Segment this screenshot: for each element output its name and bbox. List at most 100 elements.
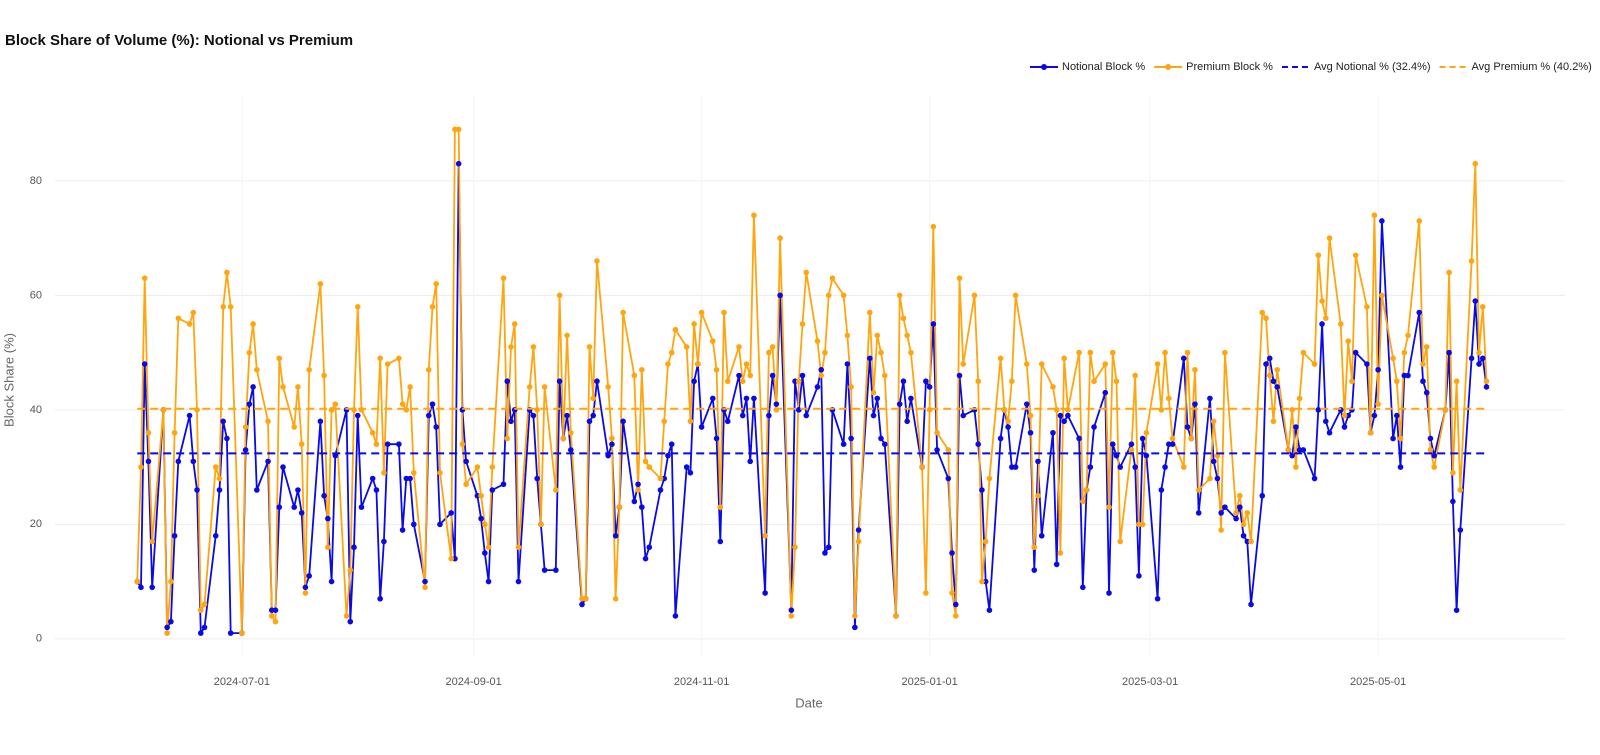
data-point bbox=[799, 372, 806, 379]
data-point bbox=[1274, 384, 1281, 390]
data-point bbox=[777, 235, 783, 241]
data-point bbox=[736, 344, 742, 350]
data-point bbox=[515, 544, 522, 551]
data-point bbox=[896, 401, 903, 407]
data-point bbox=[769, 372, 776, 379]
data-point bbox=[381, 538, 387, 545]
data-point bbox=[1427, 447, 1434, 453]
data-point bbox=[1237, 504, 1243, 510]
data-point bbox=[482, 521, 488, 528]
data-point bbox=[1479, 355, 1486, 362]
data-point bbox=[306, 366, 312, 373]
data-point bbox=[874, 395, 881, 402]
data-point bbox=[1390, 435, 1396, 442]
data-point bbox=[396, 441, 402, 447]
data-point bbox=[986, 475, 993, 482]
data-point bbox=[657, 475, 664, 482]
data-point bbox=[1397, 464, 1404, 470]
data-point bbox=[534, 475, 540, 482]
data-point bbox=[1345, 338, 1352, 344]
data-point bbox=[437, 521, 443, 528]
data-point bbox=[751, 212, 757, 219]
data-point bbox=[979, 487, 985, 493]
data-point bbox=[448, 510, 454, 516]
data-point bbox=[1240, 532, 1247, 539]
data-point bbox=[881, 372, 888, 379]
data-point bbox=[1311, 361, 1318, 367]
data-point bbox=[840, 292, 847, 299]
data-point bbox=[1184, 424, 1191, 430]
data-point bbox=[691, 321, 697, 327]
data-point bbox=[556, 292, 563, 299]
data-point bbox=[934, 447, 940, 453]
data-point bbox=[1300, 349, 1307, 356]
data-point bbox=[881, 441, 888, 447]
data-point bbox=[534, 407, 540, 413]
data-point bbox=[197, 607, 204, 614]
data-point bbox=[852, 624, 858, 631]
data-point bbox=[1274, 366, 1281, 373]
data-point bbox=[867, 309, 873, 316]
data-point bbox=[777, 292, 783, 299]
data-point bbox=[1233, 510, 1239, 516]
data-point bbox=[657, 487, 664, 493]
data-point bbox=[792, 544, 798, 551]
data-point bbox=[586, 418, 593, 425]
data-point bbox=[971, 292, 978, 299]
series-line bbox=[136, 128, 1488, 634]
data-point bbox=[1311, 475, 1318, 482]
data-point bbox=[1005, 418, 1011, 425]
data-point bbox=[609, 441, 615, 447]
data-point bbox=[560, 435, 567, 442]
data-point bbox=[564, 412, 570, 419]
data-point bbox=[1371, 412, 1378, 419]
data-point bbox=[1367, 429, 1374, 436]
data-point bbox=[848, 384, 854, 390]
data-point bbox=[463, 458, 469, 465]
data-point bbox=[1038, 361, 1045, 367]
data-point bbox=[429, 401, 436, 407]
data-point bbox=[1210, 458, 1217, 465]
data-point bbox=[354, 304, 361, 310]
data-point bbox=[739, 378, 746, 385]
data-point bbox=[1057, 550, 1064, 556]
data-point bbox=[190, 458, 197, 465]
data-point bbox=[590, 395, 597, 402]
data-point bbox=[1379, 292, 1385, 299]
data-point bbox=[1293, 464, 1299, 470]
data-point bbox=[396, 355, 402, 362]
data-point bbox=[246, 401, 253, 407]
data-point bbox=[687, 418, 694, 425]
data-point bbox=[276, 355, 283, 362]
data-point bbox=[254, 487, 260, 493]
data-point bbox=[1218, 510, 1224, 516]
data-point bbox=[1023, 401, 1030, 407]
data-point bbox=[590, 412, 597, 419]
data-point bbox=[695, 361, 701, 367]
data-point bbox=[639, 504, 645, 510]
data-point bbox=[268, 613, 275, 619]
data-point bbox=[1053, 407, 1060, 413]
data-point bbox=[138, 464, 144, 470]
data-point bbox=[900, 315, 907, 322]
data-point bbox=[1076, 435, 1082, 442]
data-point bbox=[433, 424, 440, 430]
data-point bbox=[982, 538, 989, 545]
data-point bbox=[844, 332, 851, 339]
data-point bbox=[321, 492, 327, 499]
legend-label: Notional Block % bbox=[1062, 61, 1145, 73]
data-point bbox=[354, 412, 361, 419]
data-point bbox=[1263, 361, 1269, 367]
legend-label: Avg Premium % (40.2%) bbox=[1472, 61, 1592, 73]
data-point bbox=[788, 613, 795, 619]
data-point bbox=[1192, 401, 1198, 407]
data-point bbox=[904, 418, 910, 425]
data-point bbox=[567, 447, 574, 453]
data-point bbox=[1259, 492, 1266, 499]
data-point bbox=[489, 487, 496, 493]
data-point bbox=[1472, 160, 1479, 167]
data-point bbox=[373, 441, 380, 447]
data-point bbox=[1180, 355, 1187, 362]
data-point bbox=[448, 555, 454, 562]
data-point bbox=[997, 435, 1004, 442]
